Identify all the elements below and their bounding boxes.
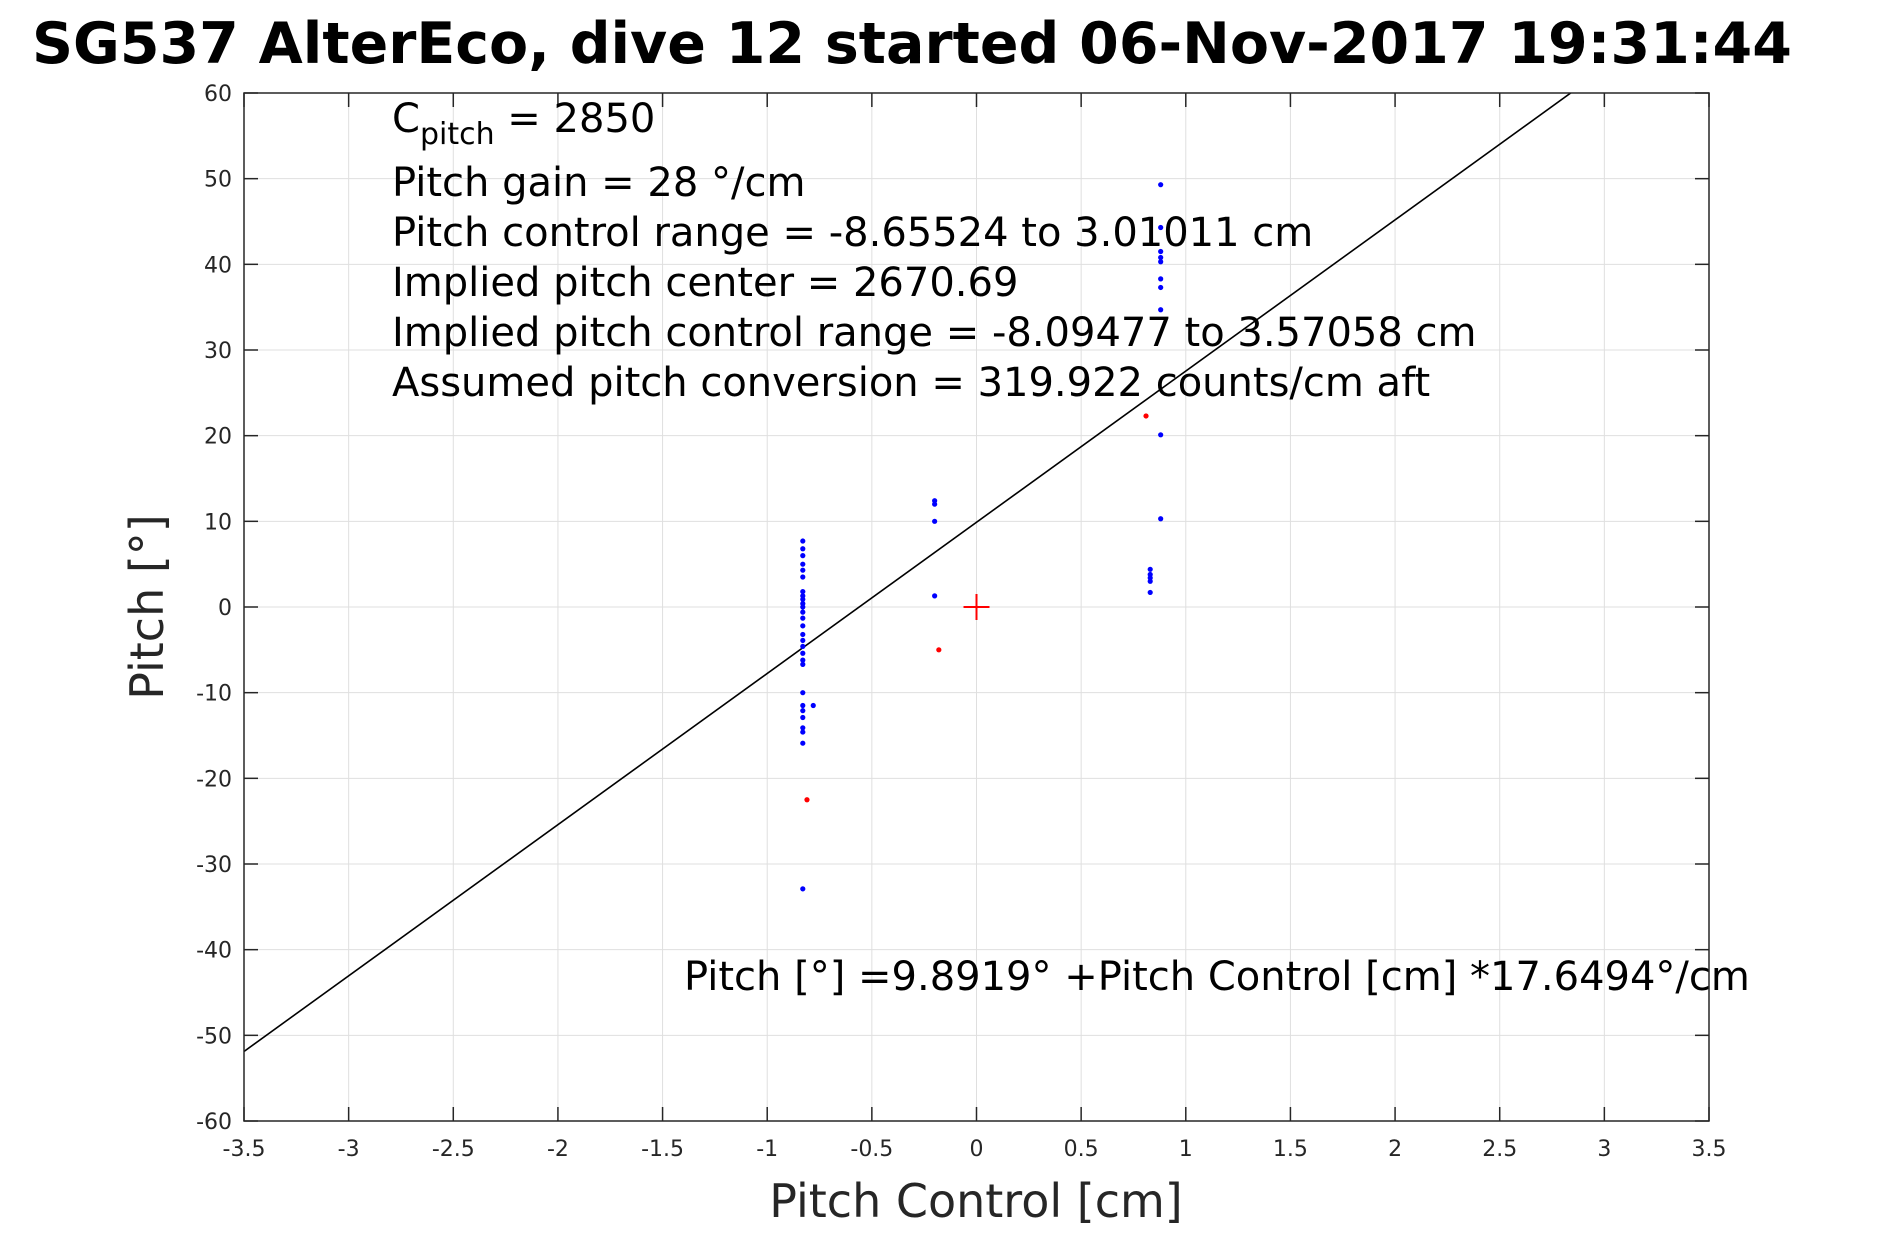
data-points	[800, 182, 1164, 892]
fit-line	[244, 93, 1573, 1053]
data-point	[800, 714, 806, 721]
data-point	[800, 623, 806, 629]
x-tick-label: -1	[756, 1137, 778, 1162]
data-point	[800, 615, 806, 621]
data-point	[804, 797, 810, 803]
y-tick-label: -60	[196, 1110, 232, 1135]
x-axis-label: Pitch Control [cm]	[769, 1174, 1183, 1228]
data-point	[800, 538, 806, 544]
data-point	[1158, 182, 1164, 188]
data-point	[800, 574, 806, 580]
data-point	[1147, 566, 1153, 572]
data-point	[800, 546, 806, 552]
data-point	[1147, 578, 1153, 584]
data-point	[1158, 259, 1164, 265]
data-point	[800, 740, 806, 746]
x-tick-label: -0.5	[850, 1137, 893, 1162]
x-tick-label: 2.5	[1482, 1137, 1517, 1162]
x-tick-label: -3.5	[223, 1137, 266, 1162]
x-tick-label: 0.5	[1064, 1137, 1099, 1162]
pitch-gain-annotation: Pitch gain = 28 °/cm	[392, 160, 805, 206]
data-point	[1158, 284, 1164, 291]
data-point	[1158, 224, 1164, 231]
data-point	[800, 643, 806, 650]
data-point	[1158, 307, 1164, 313]
y-tick-label: 40	[204, 253, 232, 278]
data-point	[800, 604, 806, 610]
y-tick-label: 0	[218, 596, 232, 621]
data-point	[1158, 432, 1164, 438]
data-point	[1158, 248, 1164, 255]
data-point	[932, 518, 938, 524]
pitch-conversion-annotation: Assumed pitch conversion = 319.922 count…	[392, 360, 1430, 406]
data-point	[936, 647, 942, 653]
data-point	[800, 657, 806, 663]
implied-pitch-center-annotation: Implied pitch center = 2670.69	[392, 260, 1018, 306]
data-point	[800, 637, 806, 644]
x-tick-label: 3	[1597, 1137, 1611, 1162]
plot-frame	[243, 92, 1710, 1122]
plot-clip	[244, 93, 1573, 1053]
x-tick-label: 1	[1179, 1137, 1193, 1162]
y-tick-label: -10	[196, 682, 232, 707]
data-point	[800, 661, 806, 667]
data-point	[800, 650, 806, 656]
data-point	[800, 567, 806, 573]
x-tick-label: -2.5	[432, 1137, 475, 1162]
c-pitch-annotation: Cpitch = 2850	[392, 96, 655, 152]
data-point	[800, 725, 806, 731]
y-tick-label: -30	[196, 853, 232, 878]
data-point	[800, 702, 806, 709]
y-tick-label: 50	[204, 168, 232, 193]
axis-ticks	[243, 92, 1710, 1122]
y-tick-label: 10	[204, 510, 232, 535]
data-point	[800, 690, 806, 696]
y-tick-label: -20	[196, 767, 232, 792]
fit-equation-annotation: Pitch [°] =9.8919° +Pitch Control [cm] *…	[684, 954, 1750, 1000]
x-tick-label: 2	[1388, 1137, 1402, 1162]
data-point	[800, 609, 806, 615]
data-point	[1143, 413, 1149, 419]
data-point	[800, 561, 806, 567]
data-point	[1158, 254, 1164, 261]
data-point	[800, 886, 806, 892]
x-tick-label: 0	[970, 1137, 984, 1162]
data-point	[810, 702, 816, 709]
x-tick-label: -1.5	[641, 1137, 684, 1162]
tick-labels: -3.5 -3 -2.5 -2 -1.5 -1 -0.5 0 0.5 1 1.5 2 2.5 3 3.5 -6…	[196, 82, 1726, 1162]
implied-pitch-control-range-annotation: Implied pitch control range = -8.09477 t…	[392, 310, 1476, 356]
data-point	[800, 631, 806, 638]
data-point	[1158, 276, 1164, 282]
y-tick-label: 30	[204, 339, 232, 364]
data-point	[932, 501, 938, 507]
x-tick-label: 1.5	[1273, 1137, 1308, 1162]
y-axis-label: Pitch [°]	[120, 514, 174, 700]
data-point	[1147, 589, 1153, 596]
data-point	[800, 708, 806, 714]
chart-title: SG537 AlterEco, dive 12 started 06-Nov-2…	[32, 11, 1792, 77]
data-point	[1158, 516, 1164, 522]
x-tick-label: -2	[547, 1137, 569, 1162]
pitch-control-range-annotation: Pitch control range = -8.65524 to 3.0101…	[392, 210, 1313, 256]
y-tick-label: -40	[196, 939, 232, 964]
data-point	[800, 553, 806, 559]
data-point	[800, 596, 806, 602]
data-point	[800, 588, 806, 595]
y-tick-label: 60	[204, 82, 232, 107]
y-tick-label: 20	[204, 425, 232, 450]
x-tick-label: 3.5	[1692, 1137, 1727, 1162]
data-point	[800, 729, 806, 735]
x-tick-label: -3	[338, 1137, 360, 1162]
data-point	[932, 593, 938, 599]
center-marker	[963, 594, 990, 620]
y-tick-label: -50	[196, 1024, 232, 1049]
annotation-block: Cpitch = 2850 Pitch gain = 28 °/cm Pitch…	[392, 96, 1476, 406]
